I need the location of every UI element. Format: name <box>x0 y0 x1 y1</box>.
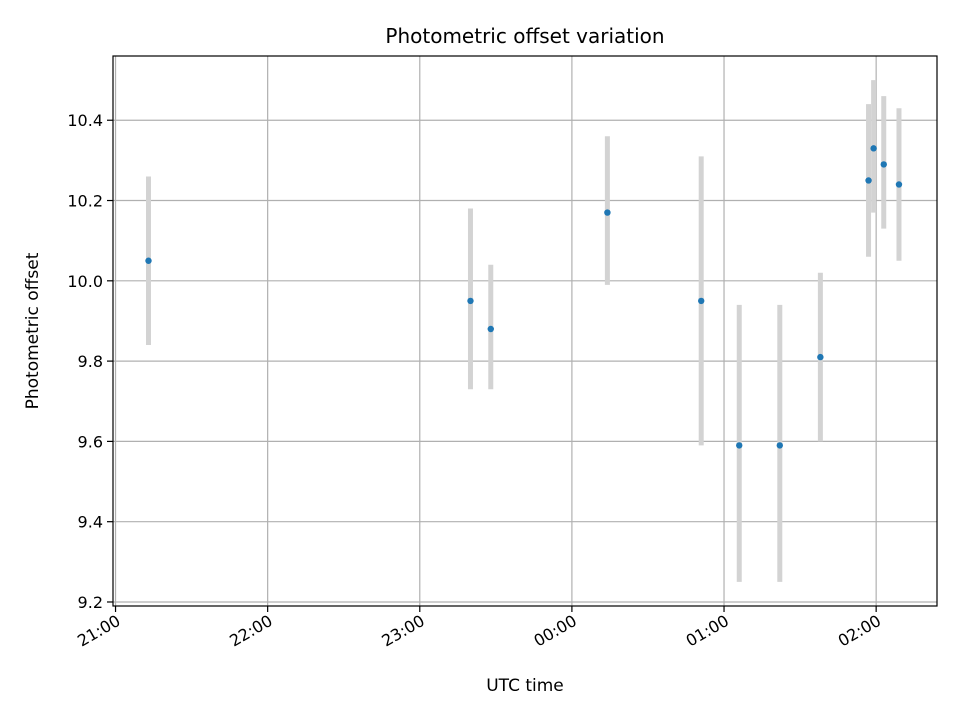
y-axis-label: Photometric offset <box>23 252 43 409</box>
data-point <box>604 209 611 216</box>
data-point <box>145 257 152 264</box>
x-tick-label: 23:00 <box>378 611 427 651</box>
y-tick-label: 9.4 <box>78 513 103 532</box>
x-tick-label: 01:00 <box>683 611 732 651</box>
y-tick-label: 10.0 <box>67 272 103 291</box>
data-point <box>487 325 494 333</box>
data-points <box>145 145 903 449</box>
y-tick-label: 10.2 <box>67 192 103 211</box>
chart-title: Photometric offset variation <box>385 24 664 48</box>
data-point <box>870 145 877 152</box>
y-tick-label: 9.8 <box>78 352 103 371</box>
x-tick-label: 22:00 <box>226 611 275 651</box>
x-tick-label: 21:00 <box>74 611 123 651</box>
axes-frame <box>112 55 938 607</box>
data-point <box>467 297 474 305</box>
data-point <box>776 442 784 449</box>
data-point <box>865 177 872 184</box>
data-point <box>736 442 743 449</box>
data-point <box>817 353 824 361</box>
ticks: 21:00 22:00 23:00 00:00 01:00 02:00 9.2 9.4 9.6 9… <box>67 111 884 650</box>
x-tick-label: 02:00 <box>835 611 884 651</box>
y-tick-label: 9.6 <box>78 432 103 451</box>
data-point <box>880 161 887 168</box>
y-tick-label: 9.2 <box>78 593 103 612</box>
y-tick-label: 10.4 <box>67 111 103 130</box>
x-axis-label: UTC time <box>486 676 564 696</box>
x-tick-label: 00:00 <box>530 611 579 651</box>
grid <box>113 56 937 606</box>
data-point <box>698 297 705 305</box>
error-bars <box>145 80 902 582</box>
data-point <box>895 181 903 188</box>
